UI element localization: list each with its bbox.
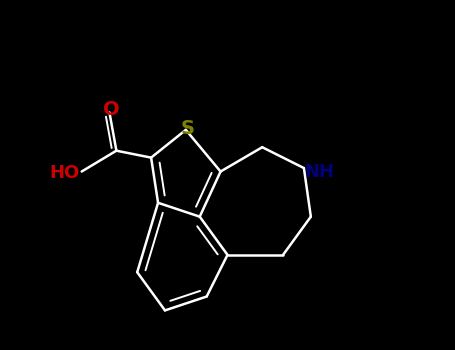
Text: NH: NH [304,162,334,181]
Text: HO: HO [50,164,80,182]
Text: S: S [181,119,195,138]
Text: O: O [103,99,120,119]
